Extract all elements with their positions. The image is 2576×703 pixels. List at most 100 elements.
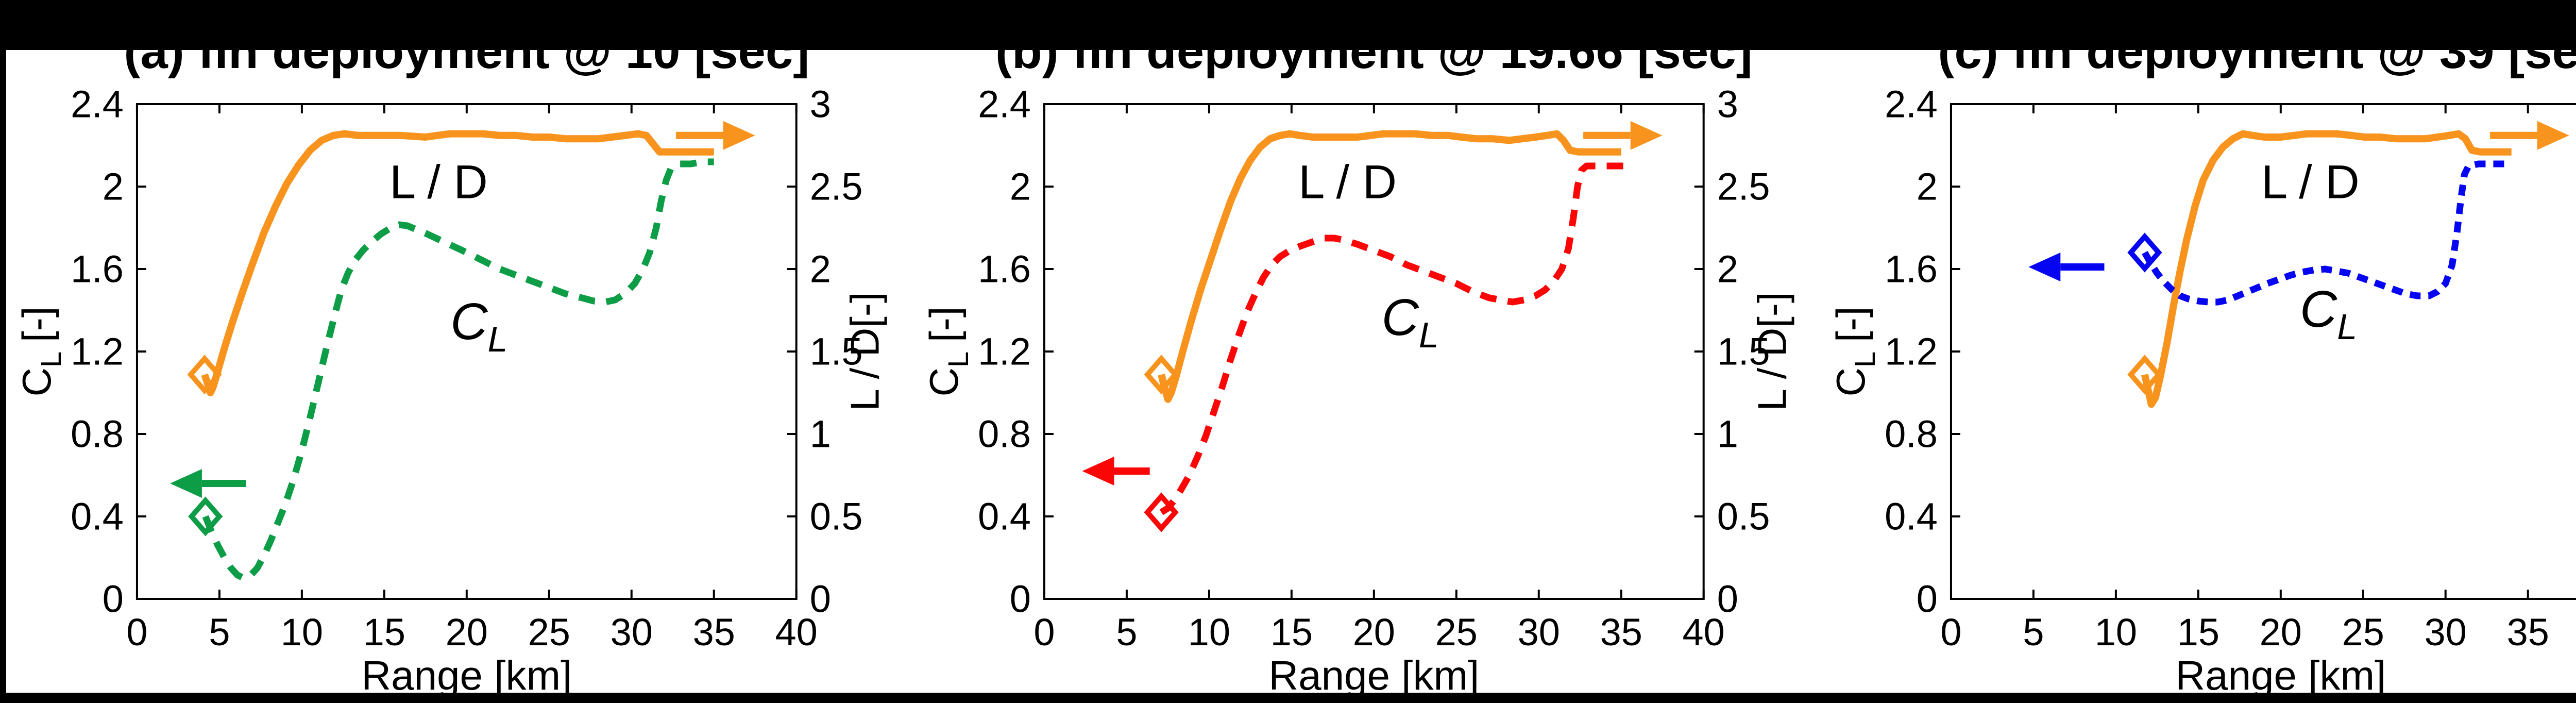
svg-text:20: 20 [2260, 611, 2302, 654]
x-axis-label: Range [km] [2176, 652, 2386, 698]
svg-text:0.5: 0.5 [1717, 495, 1770, 538]
right-tick-labels: 0 0.5 1 1.5 2 2.5 3 [810, 82, 863, 620]
svg-text:30: 30 [611, 611, 653, 654]
right-axis-arrow-icon-head [1630, 121, 1663, 150]
right-tick-labels: 0 0.5 1 1.5 2 2.5 3 [1717, 82, 1770, 620]
ld-start-marker [2127, 355, 2162, 395]
svg-text:0: 0 [1917, 577, 1938, 620]
svg-text:1: 1 [810, 412, 831, 455]
left-axis-arrow-icon-head [1082, 457, 1114, 486]
right-axis-label: L / D[-] [1749, 292, 1794, 411]
svg-text:CL[-]: CL[-] [14, 307, 67, 397]
start-markers [1144, 355, 1179, 532]
svg-text:CL[-]: CL[-] [921, 307, 974, 397]
svg-text:10: 10 [2095, 611, 2137, 654]
svg-text:25: 25 [528, 611, 570, 654]
cl-curve [2142, 160, 2512, 306]
svg-text:1.6: 1.6 [71, 247, 124, 290]
letterbox-bottom [0, 693, 2576, 703]
start-markers [187, 355, 223, 537]
svg-text:2: 2 [103, 165, 124, 208]
x-axis-label: Range [km] [1268, 652, 1479, 698]
left-axis-arrow-icon-head [2028, 253, 2061, 281]
annotations: L / D CL [170, 121, 755, 498]
svg-text:5: 5 [1116, 611, 1137, 654]
annotations: L / D CL [2028, 121, 2570, 347]
ld-start-marker [187, 355, 222, 395]
curves [1157, 130, 1628, 515]
left-tick-labels: 0 0.4 0.8 1.2 1.6 2 2.4 [978, 82, 1031, 620]
ld-curve [2141, 130, 2512, 408]
svg-text:Range [km]: Range [km] [1268, 652, 1479, 698]
svg-text:0.4: 0.4 [978, 495, 1031, 538]
ld-curve [1157, 130, 1621, 403]
svg-text:5: 5 [2023, 611, 2044, 654]
cl-curve-label: CL [2300, 280, 2357, 347]
svg-text:1.5: 1.5 [1717, 330, 1770, 373]
subplot-b: 0 5 10 15 20 25 30 35 40 0 0.4 0.8 1.2 1.6 2 2.4 0 0.5 1 1.… [907, 0, 1815, 703]
svg-text:2: 2 [1917, 165, 1938, 208]
svg-text:1: 1 [1717, 412, 1738, 455]
left-axis-label: CL[-] [14, 307, 67, 397]
svg-text:0.8: 0.8 [1885, 412, 1938, 455]
svg-text:2.4: 2.4 [1885, 82, 1938, 125]
svg-text:0: 0 [1009, 577, 1030, 620]
svg-text:1.6: 1.6 [978, 247, 1031, 290]
cl-curve-label: CL [1381, 289, 1438, 355]
svg-text:0: 0 [1941, 611, 1962, 654]
svg-text:20: 20 [1352, 611, 1395, 654]
ld-start-marker [1144, 355, 1179, 395]
svg-text:2.5: 2.5 [1717, 165, 1770, 208]
right-axis-arrow-icon-head [723, 121, 755, 150]
svg-text:35: 35 [693, 611, 735, 654]
svg-text:15: 15 [1270, 611, 1312, 654]
svg-text:2: 2 [810, 247, 831, 290]
svg-text:15: 15 [363, 611, 405, 654]
curves [2141, 130, 2512, 408]
left-axis-label: CL[-] [1828, 307, 1881, 397]
svg-text:40: 40 [775, 611, 818, 654]
svg-text:1.5: 1.5 [810, 330, 863, 373]
cl-curve-label: CL [450, 293, 507, 359]
x-axis-label: Range [km] [361, 652, 572, 698]
left-tick-labels: 0 0.4 0.8 1.2 1.6 2 2.4 [1885, 82, 1938, 620]
axis-ticks [1043, 103, 1705, 600]
right-axis-arrow-icon-head [2537, 121, 2570, 150]
left-axis-label: CL[-] [921, 307, 974, 397]
svg-text:0: 0 [1717, 577, 1738, 620]
svg-text:0: 0 [126, 611, 147, 654]
subplot-a-chart: 0 5 10 15 20 25 30 35 4000.40.81.21.622.400.511.… [14, 24, 888, 698]
ld-curve-label: L / D [1298, 156, 1397, 208]
svg-text:35: 35 [2507, 611, 2549, 654]
axis-ticks [1950, 103, 2530, 600]
start-markers [2127, 232, 2162, 395]
svg-text:2.4: 2.4 [978, 82, 1031, 125]
svg-text:2.4: 2.4 [71, 82, 124, 125]
svg-text:0.5: 0.5 [810, 495, 863, 538]
svg-text:Range [km]: Range [km] [2176, 652, 2386, 698]
ld-curve-label: L / D [389, 156, 488, 208]
cl-start-marker [2127, 232, 2162, 273]
svg-text:2: 2 [1717, 247, 1738, 290]
svg-text:2.5: 2.5 [810, 165, 863, 208]
cl-curve [202, 158, 714, 582]
svg-text:40: 40 [1682, 611, 1724, 654]
svg-text:10: 10 [281, 611, 323, 654]
subplot-a: 0 5 10 15 20 25 30 35 40 0 0.4 0.8 1.2 1.6 2 2.4 0 0.5 1 1.… [0, 0, 907, 703]
svg-text:35: 35 [1600, 611, 1642, 654]
ld-curve-label: L / D [2261, 156, 2360, 208]
svg-text:3: 3 [1717, 82, 1738, 125]
cl-start-marker [188, 496, 223, 537]
svg-text:25: 25 [2342, 611, 2384, 654]
axis-ticks [135, 103, 798, 600]
svg-text:0.4: 0.4 [71, 495, 124, 538]
svg-text:0: 0 [1033, 611, 1055, 654]
svg-text:1.2: 1.2 [71, 330, 124, 373]
cl-start-marker [1144, 492, 1179, 532]
svg-text:20: 20 [446, 611, 488, 654]
svg-text:CL[-]: CL[-] [1828, 307, 1881, 397]
